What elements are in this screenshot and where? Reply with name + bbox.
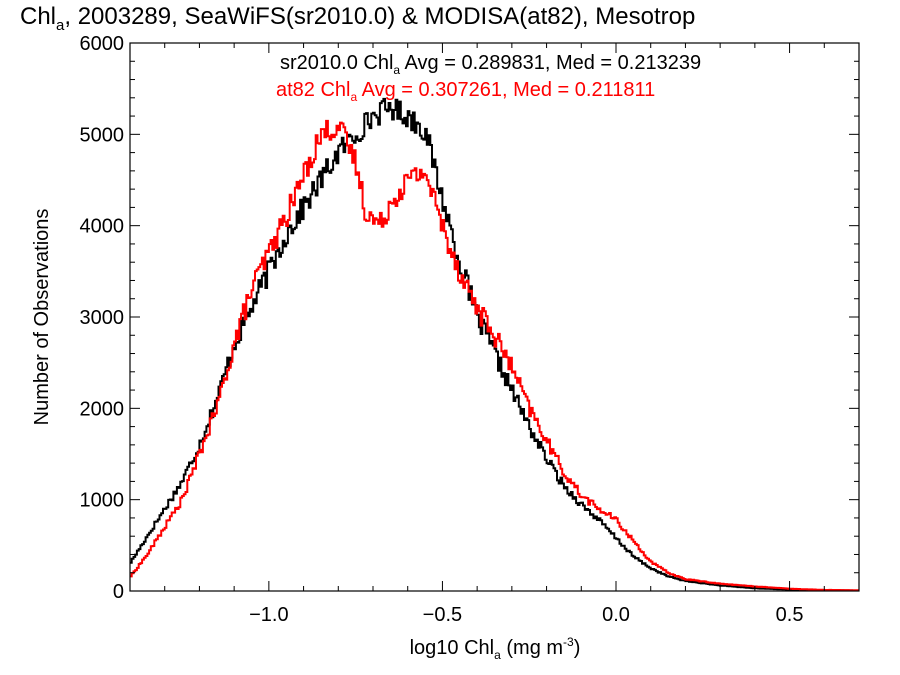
- y-tick-label: 5000: [80, 124, 125, 146]
- x-tick-label: −0.5: [423, 604, 462, 626]
- chart-title: Chla, 2003289, SeaWiFS(sr2010.0) & MODIS…: [20, 3, 695, 34]
- y-tick-label: 6000: [80, 33, 125, 55]
- x-axis-label: log10 Chla (mg m-3): [410, 635, 581, 662]
- y-tick-label: 4000: [80, 216, 125, 238]
- legend-series-2: at82 Chla Avg = 0.307261, Med = 0.211811: [276, 79, 655, 104]
- series-line-at82: [130, 119, 859, 592]
- y-tick-label: 1000: [80, 490, 125, 512]
- x-tick-labels: −1.0 −0.5 0.0 0.5: [249, 604, 803, 626]
- tick-layer: [130, 42, 860, 592]
- y-tick-label: 0: [113, 581, 124, 603]
- legend-series-1: sr2010.0 Chla Avg = 0.289831, Med = 0.21…: [280, 52, 701, 77]
- x-tick-label: 0.5: [776, 604, 804, 626]
- y-tick-labels: 0 1000 2000 3000 4000 5000 6000: [80, 33, 125, 603]
- x-tick-label: 0.0: [602, 604, 630, 626]
- series-layer: [130, 97, 859, 592]
- y-axis-label: Number of Observations: [31, 209, 53, 426]
- x-tick-label: −1.0: [249, 604, 288, 626]
- y-tick-label: 2000: [80, 398, 125, 420]
- y-tick-label: 3000: [80, 307, 125, 329]
